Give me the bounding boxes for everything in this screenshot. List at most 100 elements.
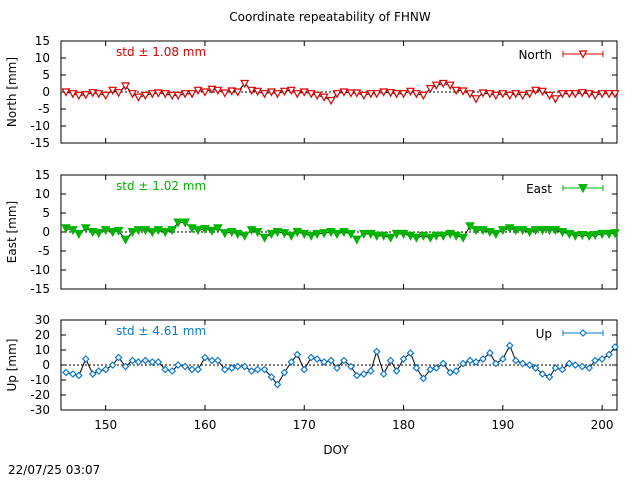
data-point-east bbox=[306, 231, 317, 241]
data-point-up bbox=[148, 358, 157, 366]
y-tick-label-east: -15 bbox=[30, 282, 50, 296]
data-point-up bbox=[392, 367, 401, 375]
plot-east: 15 10 5 0 -5 -10 -15 East [mm] std ± 1.02 mm East bbox=[5, 168, 620, 296]
y-tick-label-up: 10 bbox=[35, 343, 50, 357]
data-point-up bbox=[128, 356, 137, 365]
data-point-east bbox=[385, 233, 396, 243]
data-point-east bbox=[411, 233, 422, 243]
data-point-up bbox=[313, 355, 322, 363]
data-point-east bbox=[219, 229, 230, 239]
data-point-north bbox=[279, 87, 289, 97]
data-point-north bbox=[438, 79, 448, 89]
data-point-east bbox=[279, 229, 290, 239]
data-point-up bbox=[320, 358, 328, 366]
data-point-east bbox=[93, 229, 104, 239]
data-point-up bbox=[168, 367, 177, 375]
data-point-east bbox=[207, 226, 217, 236]
data-point-east bbox=[312, 229, 322, 239]
data-point-east bbox=[180, 218, 190, 228]
data-point-east bbox=[537, 226, 548, 236]
data-point-north bbox=[247, 86, 257, 96]
data-point-up bbox=[359, 370, 368, 378]
data-point-east bbox=[425, 233, 436, 243]
data-point-up bbox=[280, 368, 289, 377]
data-point-up bbox=[372, 347, 381, 356]
data-point-east bbox=[358, 229, 369, 239]
legend-label-north: North bbox=[518, 48, 552, 62]
data-point-up bbox=[511, 356, 520, 365]
data-point-north bbox=[550, 95, 560, 104]
x-tick-label: 200 bbox=[591, 418, 614, 432]
data-point-north bbox=[577, 89, 587, 98]
data-point-north bbox=[74, 91, 84, 101]
data-point-up bbox=[426, 365, 435, 374]
data-point-up bbox=[611, 343, 619, 351]
y-tick-label-north: 15 bbox=[35, 34, 50, 48]
data-point-east bbox=[127, 228, 138, 238]
y-axis-label-up: Up [mm] bbox=[5, 339, 19, 392]
data-point-up bbox=[379, 370, 388, 378]
data-point-up bbox=[267, 373, 276, 381]
data-point-up bbox=[101, 365, 110, 374]
legend-marker-up bbox=[579, 329, 587, 337]
data-point-east bbox=[339, 228, 349, 238]
data-point-up bbox=[492, 359, 500, 368]
data-point-east bbox=[272, 228, 283, 238]
legend-label-east: East bbox=[526, 182, 552, 196]
data-point-north bbox=[445, 81, 455, 90]
data-point-up bbox=[75, 371, 83, 380]
data-point-east bbox=[252, 228, 263, 238]
data-point-up bbox=[479, 355, 487, 363]
data-point-east bbox=[590, 231, 600, 241]
data-point-up bbox=[247, 367, 256, 375]
data-point-north bbox=[187, 90, 197, 99]
data-point-up bbox=[340, 356, 348, 365]
legend-marker-east bbox=[578, 184, 588, 194]
data-point-north bbox=[173, 91, 183, 101]
data-point-up bbox=[432, 364, 441, 372]
data-point-east bbox=[286, 231, 297, 241]
legend-marker-north bbox=[578, 50, 588, 59]
data-point-east bbox=[319, 229, 329, 239]
data-point-up bbox=[174, 361, 183, 369]
data-point-up bbox=[327, 356, 335, 365]
data-point-up bbox=[551, 364, 560, 372]
data-point-north bbox=[498, 90, 508, 99]
data-point-north bbox=[147, 90, 157, 99]
data-point-north bbox=[88, 89, 98, 98]
data-point-up bbox=[62, 368, 70, 377]
y-tick-label-east: 0 bbox=[42, 225, 50, 239]
data-point-east bbox=[120, 235, 131, 245]
data-point-up bbox=[300, 365, 309, 374]
data-point-up bbox=[347, 362, 355, 371]
data-point-north bbox=[604, 90, 614, 99]
data-point-north bbox=[399, 90, 409, 99]
y-tick-label-north: -10 bbox=[30, 119, 50, 133]
y-tick-label-east: 5 bbox=[42, 206, 50, 220]
data-point-up bbox=[518, 359, 527, 368]
data-point-east bbox=[557, 228, 568, 238]
data-point-north bbox=[160, 90, 170, 99]
data-point-east bbox=[584, 231, 595, 241]
data-point-up bbox=[69, 370, 77, 378]
data-point-east bbox=[292, 228, 303, 238]
data-point-north bbox=[312, 91, 322, 101]
y-tick-label-north: -5 bbox=[38, 102, 50, 116]
data-point-north bbox=[425, 84, 435, 94]
data-point-up bbox=[505, 341, 514, 350]
data-point-up bbox=[459, 359, 467, 368]
data-point-north bbox=[451, 86, 461, 96]
data-point-up bbox=[406, 349, 415, 357]
data-point-north bbox=[431, 81, 441, 90]
data-point-north bbox=[61, 88, 71, 97]
data-point-north bbox=[227, 87, 237, 96]
data-point-north bbox=[590, 91, 600, 101]
data-point-north bbox=[597, 90, 607, 99]
data-point-east bbox=[173, 218, 183, 228]
data-point-north bbox=[299, 88, 309, 97]
data-point-east bbox=[544, 226, 555, 236]
data-point-north bbox=[101, 91, 111, 101]
data-point-up bbox=[114, 353, 123, 362]
